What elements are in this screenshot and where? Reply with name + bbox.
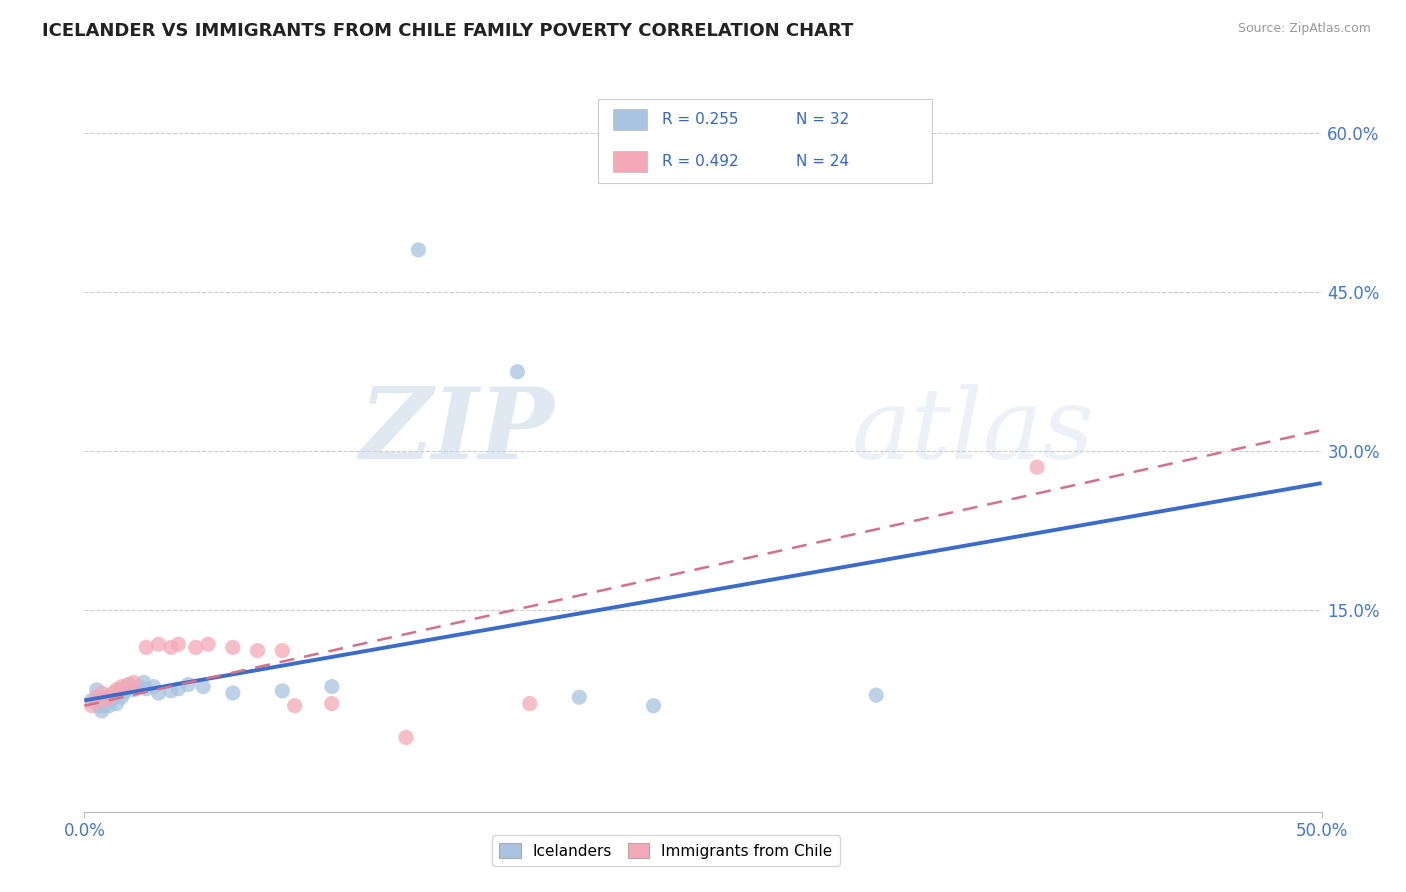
Point xyxy=(118,677,141,691)
Point xyxy=(246,643,269,657)
Text: N = 32: N = 32 xyxy=(796,112,849,127)
Legend: Icelanders, Immigrants from Chile: Icelanders, Immigrants from Chile xyxy=(492,836,839,866)
Point xyxy=(98,690,121,705)
Text: ZIP: ZIP xyxy=(360,384,554,480)
Point xyxy=(142,680,165,694)
Point xyxy=(110,682,132,697)
Point xyxy=(167,637,190,651)
Point xyxy=(93,693,115,707)
Point xyxy=(93,698,115,713)
FancyBboxPatch shape xyxy=(613,110,647,130)
Point xyxy=(110,690,132,705)
Point xyxy=(98,698,121,713)
Point xyxy=(103,686,125,700)
Point xyxy=(506,365,529,379)
Point xyxy=(86,682,108,697)
Point xyxy=(122,682,145,697)
Point xyxy=(184,640,207,655)
Point xyxy=(90,704,112,718)
Point xyxy=(90,686,112,700)
Point xyxy=(89,698,111,713)
Point xyxy=(148,637,170,651)
Point xyxy=(110,680,132,694)
Point xyxy=(160,640,183,655)
Point xyxy=(568,690,591,705)
Point xyxy=(284,698,307,713)
Point xyxy=(865,688,887,702)
FancyBboxPatch shape xyxy=(613,152,647,172)
Point xyxy=(80,693,103,707)
Point xyxy=(167,681,190,696)
Point xyxy=(395,731,418,745)
Point xyxy=(105,697,128,711)
Point xyxy=(321,680,343,694)
Point xyxy=(222,686,245,700)
Point xyxy=(122,675,145,690)
Point xyxy=(118,677,141,691)
Text: ICELANDER VS IMMIGRANTS FROM CHILE FAMILY POVERTY CORRELATION CHART: ICELANDER VS IMMIGRANTS FROM CHILE FAMIL… xyxy=(42,22,853,40)
Point xyxy=(80,698,103,713)
Point xyxy=(148,686,170,700)
FancyBboxPatch shape xyxy=(598,99,932,183)
Point xyxy=(132,675,155,690)
Point xyxy=(86,690,108,705)
Point xyxy=(135,640,157,655)
Point xyxy=(128,680,150,694)
Point xyxy=(160,684,183,698)
Point xyxy=(112,686,135,700)
Point xyxy=(98,688,121,702)
Point xyxy=(271,643,294,657)
Point xyxy=(191,680,214,694)
Point xyxy=(177,677,200,691)
Point xyxy=(222,640,245,655)
Text: Source: ZipAtlas.com: Source: ZipAtlas.com xyxy=(1237,22,1371,36)
Text: R = 0.255: R = 0.255 xyxy=(662,112,738,127)
Point xyxy=(321,697,343,711)
Text: N = 24: N = 24 xyxy=(796,154,849,169)
Point xyxy=(105,682,128,697)
Point xyxy=(643,698,665,713)
Text: atlas: atlas xyxy=(852,384,1094,479)
Point xyxy=(197,637,219,651)
Text: R = 0.492: R = 0.492 xyxy=(662,154,738,169)
Point xyxy=(271,684,294,698)
Point xyxy=(519,697,541,711)
Point xyxy=(408,243,430,257)
Point xyxy=(96,693,118,707)
Point xyxy=(135,681,157,696)
Point xyxy=(103,690,125,705)
Point xyxy=(1026,460,1049,475)
